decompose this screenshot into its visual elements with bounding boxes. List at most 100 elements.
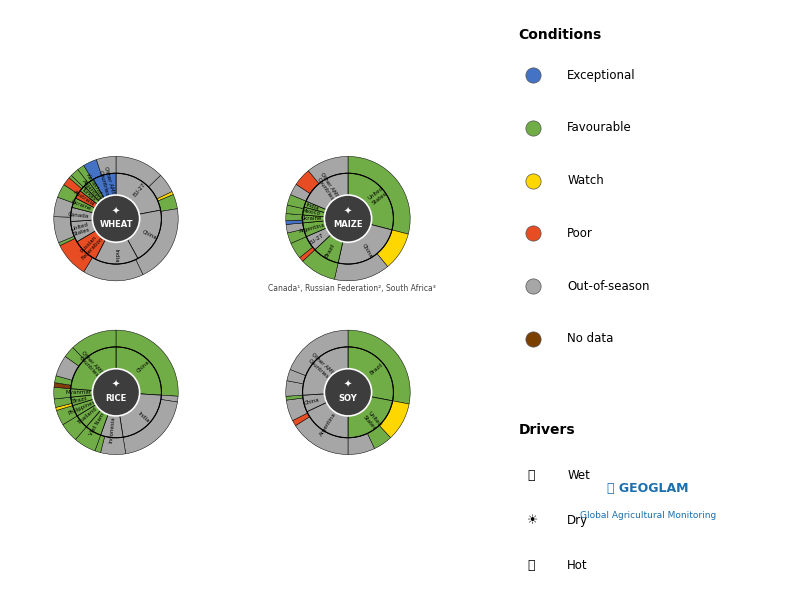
Wedge shape [348,156,410,234]
Text: Other AMIS
Countries: Other AMIS Countries [76,350,105,380]
Wedge shape [66,347,85,366]
Point [526,229,539,238]
Wedge shape [72,198,95,213]
Wedge shape [348,397,393,438]
Text: Brazil: Brazil [323,243,335,259]
Circle shape [92,195,140,242]
Text: India: India [137,411,150,424]
Wedge shape [348,434,374,455]
Text: No data: No data [567,332,614,345]
Text: Argentina: Argentina [318,411,338,437]
Wedge shape [338,225,392,264]
Text: Viet Nam: Viet Nam [89,412,106,437]
Wedge shape [302,394,326,412]
Point [526,71,539,80]
Wedge shape [367,425,390,449]
Wedge shape [54,197,74,217]
Wedge shape [334,253,388,281]
Text: Favourable: Favourable [567,122,632,134]
Wedge shape [54,217,74,243]
Text: Exceptional: Exceptional [567,69,636,81]
Wedge shape [54,397,72,407]
Text: China: China [304,397,320,406]
Wedge shape [80,186,99,204]
Text: India: India [114,249,119,263]
Wedge shape [77,231,106,259]
Wedge shape [116,330,178,397]
Wedge shape [60,238,93,272]
Wedge shape [293,413,310,426]
Text: Brazil: Brazil [370,362,384,376]
Text: Kazakhstan: Kazakhstan [85,173,106,202]
Text: United
States: United States [362,411,382,431]
Wedge shape [290,184,310,201]
Text: Drivers: Drivers [518,423,575,437]
Wedge shape [64,178,82,194]
Text: EU-27: EU-27 [309,232,325,246]
Wedge shape [348,173,394,230]
Wedge shape [287,229,306,243]
Wedge shape [101,436,126,455]
Text: ✦: ✦ [344,206,352,216]
Wedge shape [307,403,348,438]
Text: Myanmar: Myanmar [66,390,92,395]
Wedge shape [58,184,78,203]
Text: China: China [136,359,150,374]
Wedge shape [70,207,93,222]
Wedge shape [287,195,306,208]
Text: India: India [306,202,320,211]
Wedge shape [54,388,71,399]
Wedge shape [89,179,104,199]
Text: Hot: Hot [567,559,588,572]
Wedge shape [63,416,86,440]
Wedge shape [58,236,75,246]
Wedge shape [69,176,83,189]
Text: SOY: SOY [338,394,358,403]
Wedge shape [136,208,178,275]
Wedge shape [161,395,178,402]
Wedge shape [101,415,123,438]
Text: WHEAT: WHEAT [99,220,133,229]
Text: United
States: United States [70,222,90,237]
Text: ✦: ✦ [344,380,352,390]
Wedge shape [304,201,326,213]
Text: Philippines: Philippines [67,400,97,416]
Wedge shape [120,394,162,437]
Text: RICE: RICE [106,394,126,403]
Text: Canada¹, Russian Federation², South Africa³: Canada¹, Russian Federation², South Afri… [268,283,436,292]
Text: Canada: Canada [68,211,90,219]
Wedge shape [348,330,410,404]
Text: United
States: United States [367,186,388,205]
Wedge shape [95,240,138,264]
Wedge shape [71,395,94,406]
Wedge shape [306,173,348,210]
Wedge shape [286,214,302,220]
Wedge shape [84,258,143,281]
Wedge shape [302,215,325,223]
Wedge shape [94,173,116,198]
Text: Other AMIS
Countries: Other AMIS Countries [97,167,115,199]
Wedge shape [287,370,306,384]
Circle shape [324,195,372,242]
Wedge shape [296,171,319,193]
Point [526,334,539,344]
Wedge shape [286,205,304,215]
Text: Other AMIS
Countries: Other AMIS Countries [306,352,336,381]
Wedge shape [116,173,161,214]
Wedge shape [86,410,108,435]
Wedge shape [78,165,93,183]
Circle shape [324,369,372,416]
Wedge shape [295,417,348,455]
Text: Argentina: Argentina [298,222,326,234]
Wedge shape [286,381,303,397]
Wedge shape [158,195,178,211]
Wedge shape [75,191,98,208]
Text: 🌡: 🌡 [527,559,534,572]
Text: Thailand: Thailand [77,407,98,426]
Text: ☀: ☀ [527,514,538,527]
Wedge shape [302,347,348,395]
Wedge shape [286,223,304,233]
Text: Wet: Wet [567,470,590,482]
Text: Argentina: Argentina [82,179,102,202]
Point [526,176,539,186]
